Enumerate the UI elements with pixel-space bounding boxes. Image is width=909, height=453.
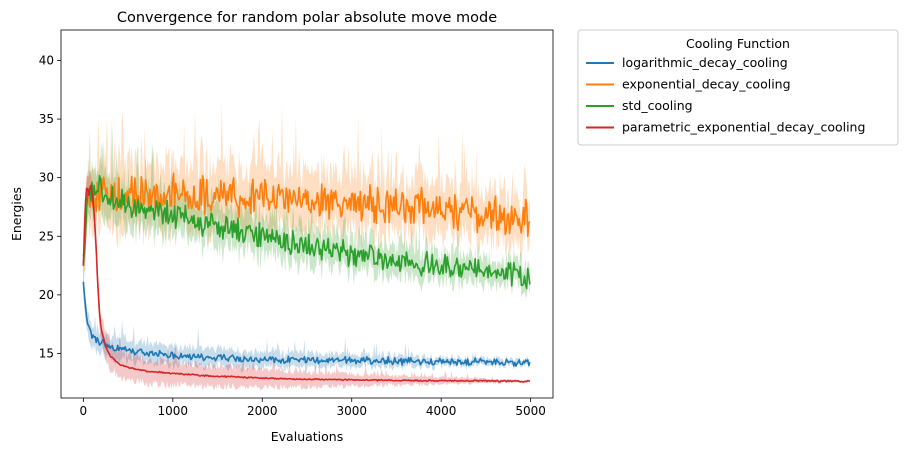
y-tick-label: 25 bbox=[39, 229, 54, 243]
legend-frame bbox=[577, 29, 899, 146]
series-line-logarithmic_decay_cooling bbox=[82, 281, 531, 367]
legend-items: logarithmic_decay_cooling exponential_dec… bbox=[586, 55, 865, 135]
y-axis-ticks: 15 20 25 30 35 40 bbox=[39, 53, 61, 360]
series-line-parametric_exponential_decay_cooling bbox=[82, 184, 531, 383]
series-line-std_cooling bbox=[82, 174, 531, 290]
legend: Cooling Function logarithmic_decay_cooli… bbox=[577, 29, 899, 146]
plot-frame bbox=[60, 29, 554, 399]
x-axis-ticks: 0 1000 2000 3000 4000 5000 bbox=[80, 398, 546, 418]
legend-label-exponential_decay_cooling: exponential_decay_cooling bbox=[622, 77, 791, 92]
x-tick-label: 2000 bbox=[247, 404, 278, 418]
y-tick-label: 30 bbox=[39, 171, 54, 185]
legend-label-logarithmic_decay_cooling: logarithmic_decay_cooling bbox=[622, 55, 788, 70]
series-band-parametric_exponential_decay_cooling bbox=[83, 170, 530, 391]
chart-title: Convergence for random polar absolute mo… bbox=[117, 10, 497, 26]
legend-label-parametric_exponential_decay_cooling: parametric_exponential_decay_cooling bbox=[622, 120, 865, 135]
x-tick-label: 0 bbox=[80, 404, 88, 418]
y-tick-label: 20 bbox=[39, 288, 54, 302]
x-tick-label: 4000 bbox=[426, 404, 457, 418]
legend-label-std_cooling: std_cooling bbox=[622, 98, 693, 113]
x-tick-label: 3000 bbox=[336, 404, 367, 418]
x-axis-label: Evaluations bbox=[271, 429, 343, 444]
y-tick-label: 40 bbox=[39, 53, 54, 67]
series-band-std_cooling bbox=[83, 123, 530, 298]
series-lines bbox=[82, 172, 531, 383]
y-tick-label: 15 bbox=[39, 346, 54, 360]
plot-area bbox=[60, 29, 554, 399]
y-tick-label: 35 bbox=[39, 112, 54, 126]
legend-title: Cooling Function bbox=[686, 36, 790, 51]
series-line-exponential_decay_cooling bbox=[82, 172, 531, 257]
x-tick-label: 1000 bbox=[158, 404, 189, 418]
x-tick-label: 5000 bbox=[515, 404, 546, 418]
y-axis-label: Energies bbox=[9, 187, 24, 241]
